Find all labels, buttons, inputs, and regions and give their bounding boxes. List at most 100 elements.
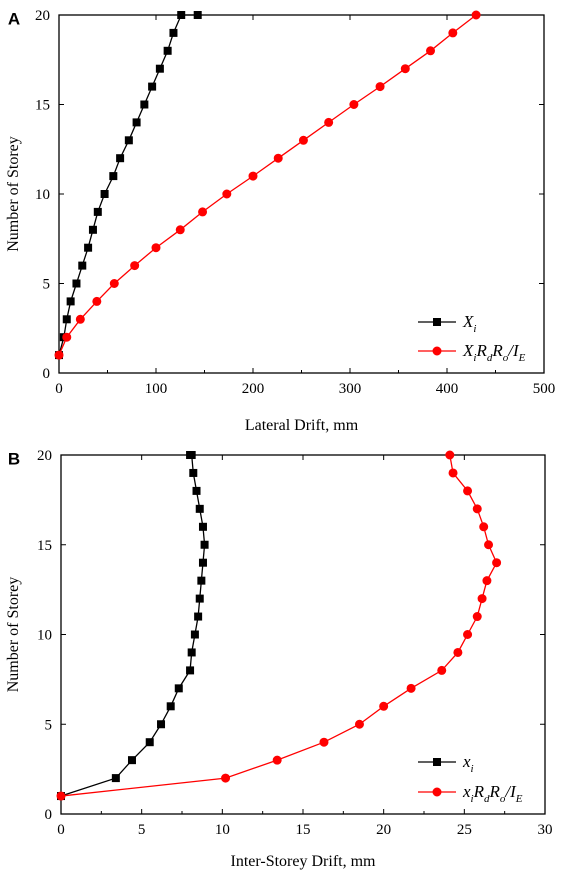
data-point (482, 576, 492, 586)
legend-entry: xi (418, 752, 474, 775)
legend-marker (433, 758, 441, 766)
x-axis-title: Lateral Drift, mm (245, 417, 359, 434)
y-tick-label: 5 (43, 277, 51, 293)
data-point (324, 117, 334, 127)
data-point (484, 540, 494, 550)
y-axis-title: Number of Storey (5, 136, 22, 252)
series-line (60, 454, 206, 797)
legend-label-subscript: o (503, 352, 509, 364)
data-point (349, 100, 359, 109)
legend-label-subscript: E (515, 793, 523, 805)
data-point (197, 576, 206, 585)
data-point (111, 774, 120, 783)
data-point (492, 558, 502, 568)
data-point (151, 243, 161, 253)
data-point (166, 702, 175, 711)
legend-label-subscript: E (518, 352, 526, 364)
series-black (55, 11, 202, 360)
data-point (248, 171, 258, 181)
data-point (187, 648, 196, 657)
panel-label: A (8, 9, 20, 28)
data-point (190, 630, 199, 639)
data-point (148, 82, 157, 91)
data-point (200, 540, 209, 549)
data-point (198, 207, 208, 217)
data-point (66, 297, 75, 306)
data-point (124, 136, 133, 145)
data-point (163, 46, 172, 55)
data-point (192, 486, 201, 495)
data-point (195, 594, 204, 603)
data-point (195, 504, 204, 513)
data-point (62, 332, 72, 342)
chart-panel-b: B 0 5 10 15 20 25 30 0 5 10 15 20 Inter-Storey Drift,… (5, 448, 553, 870)
data-point (272, 755, 282, 765)
data-point (221, 773, 231, 783)
chart-panel-a: A 0 100 200 300 400 500 0 5 10 15 20 Lateral Drift, … (5, 8, 555, 434)
x-axis-title: Inter-Storey Drift, mm (231, 853, 377, 870)
legend-label-part: /I (504, 782, 517, 801)
data-point (273, 153, 283, 163)
y-tick-label: 0 (45, 807, 53, 823)
panel-label: B (8, 449, 20, 468)
data-point (155, 64, 164, 73)
data-point (116, 154, 125, 163)
x-tick-label: 15 (296, 822, 311, 838)
legend-label-part: R (489, 782, 501, 801)
y-tick-label: 15 (35, 98, 50, 114)
legend-label-subscript: o (500, 793, 506, 805)
data-point (186, 451, 195, 459)
data-point (145, 738, 154, 747)
data-point (379, 701, 389, 711)
data-point (62, 315, 71, 324)
data-point (354, 719, 364, 729)
data-point (109, 172, 118, 181)
legend-label-subscript: d (487, 352, 493, 364)
data-point (88, 225, 97, 234)
data-point (127, 756, 136, 765)
legend-entry: Xi (418, 312, 476, 335)
x-tick-label: 20 (376, 822, 391, 838)
data-point (375, 82, 385, 92)
legend-label-subscript: i (473, 323, 476, 335)
y-tick-label: 0 (43, 366, 51, 382)
legend-label-subscript: i (471, 793, 474, 805)
data-point (186, 666, 195, 675)
data-point (477, 594, 487, 604)
legend-label: xiRdRo/IE (462, 782, 523, 805)
x-tick-label: 25 (457, 822, 472, 838)
x-tick-label: 400 (436, 381, 459, 397)
data-point (472, 612, 482, 622)
series-red (56, 450, 502, 801)
legend-label-subscript: i (473, 352, 476, 364)
legend-label-part: X (462, 341, 474, 360)
series-line (58, 14, 198, 356)
data-point (84, 243, 93, 252)
legend-label-part: x (462, 782, 471, 801)
data-point (78, 261, 87, 270)
data-point (175, 225, 185, 235)
data-point (174, 684, 183, 693)
legend-label-part: R (473, 782, 485, 801)
data-point (472, 504, 482, 514)
data-point (92, 296, 102, 306)
data-point (471, 10, 481, 20)
data-point (130, 261, 140, 271)
data-point (426, 46, 436, 56)
data-point (463, 486, 473, 496)
data-point (93, 207, 102, 216)
legend-entry: XiRdRo/IE (418, 341, 526, 364)
data-point (445, 450, 455, 460)
legend-marker (432, 346, 442, 356)
legend-entry: xiRdRo/IE (418, 782, 523, 805)
legend-label-part: X (462, 312, 474, 331)
data-point (437, 665, 447, 675)
x-tick-label: 200 (242, 381, 265, 397)
data-point (157, 720, 166, 729)
series-line (58, 14, 477, 356)
legend-label-part: x (462, 752, 471, 771)
data-point (479, 522, 489, 532)
data-point (177, 11, 186, 19)
data-point (448, 468, 458, 478)
